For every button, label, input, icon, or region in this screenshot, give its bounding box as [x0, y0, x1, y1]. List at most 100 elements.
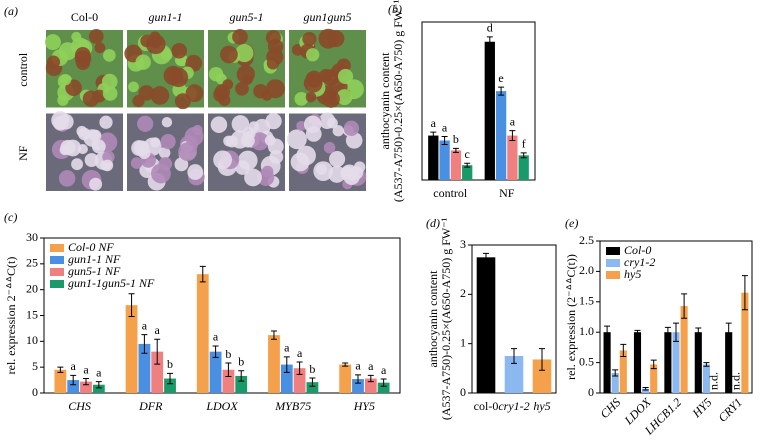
panel-label: (d) — [426, 216, 440, 230]
legend-swatch — [50, 268, 64, 276]
y-tick-label: 10 — [26, 333, 38, 347]
value-label: n.d. — [729, 372, 743, 390]
seedling — [77, 143, 88, 155]
seedling — [94, 42, 106, 54]
bar — [504, 356, 524, 393]
bar — [67, 380, 80, 393]
row-label: control — [16, 52, 30, 87]
seedling — [248, 121, 260, 132]
bar — [650, 364, 658, 393]
bar — [54, 369, 67, 393]
seedling — [266, 57, 279, 70]
error-bar — [354, 374, 361, 384]
seedling — [318, 112, 336, 129]
error-bar — [342, 362, 349, 367]
error-bar — [464, 162, 471, 168]
bar — [725, 332, 733, 393]
seedling — [60, 74, 72, 86]
bar — [151, 351, 164, 393]
bar — [476, 257, 496, 393]
x-tick-label: DFR — [138, 399, 163, 413]
bar — [209, 351, 222, 393]
seedling — [137, 115, 154, 132]
legend-label: Col-0 — [624, 243, 651, 257]
error-bar — [642, 387, 649, 391]
bar — [603, 332, 611, 393]
bar — [439, 140, 450, 180]
seedling — [235, 44, 254, 63]
bar — [702, 364, 710, 393]
seedling — [319, 68, 333, 83]
seedling — [178, 142, 198, 162]
seedling — [327, 30, 345, 48]
y-tick-label: 1.0 — [579, 324, 594, 338]
error-bar — [283, 356, 290, 373]
seedling — [78, 127, 91, 141]
significance-letter: a — [83, 362, 89, 376]
error-bar — [430, 131, 437, 140]
x-tick-label: control — [433, 186, 468, 200]
seedling — [58, 170, 76, 187]
seedling — [132, 94, 145, 108]
significance-letter: a — [142, 318, 148, 332]
seedling — [74, 50, 92, 67]
bar — [80, 381, 92, 393]
error-bar — [141, 334, 148, 354]
legend-swatch — [50, 256, 64, 264]
y-tick-label: 0 — [588, 385, 594, 399]
column-label: gun1gun5 — [304, 10, 352, 24]
error-bar — [154, 338, 161, 365]
seedling — [130, 157, 143, 169]
error-bar — [681, 293, 688, 319]
significance-letter: b — [238, 355, 244, 369]
bar — [377, 382, 390, 393]
y-tick-label: 0.5 — [579, 354, 594, 368]
bar — [484, 41, 495, 180]
legend-label: Col-0 NF — [68, 240, 114, 254]
x-tick-label: HY5 — [353, 399, 375, 413]
x-tick-label: NF — [499, 186, 515, 200]
x-tick-label: cry1-2 — [498, 399, 529, 413]
bar — [450, 150, 462, 180]
seedling — [135, 54, 151, 70]
bar — [532, 359, 552, 393]
seedling — [267, 38, 284, 55]
seedling — [269, 149, 284, 164]
bar — [672, 332, 680, 393]
error-bar — [212, 345, 219, 358]
y-tick-label: 1 — [460, 335, 466, 349]
seedling — [89, 177, 103, 191]
significance-letter: a — [96, 365, 102, 379]
seedling — [343, 120, 360, 137]
bar — [364, 378, 377, 393]
y-tick-label: 2 — [460, 286, 466, 300]
bar — [235, 375, 248, 393]
error-bar — [509, 130, 516, 141]
seedling — [134, 140, 150, 156]
seedling — [264, 134, 276, 146]
error-bar — [725, 322, 732, 342]
seedling — [336, 89, 353, 106]
seedling — [250, 132, 269, 151]
seedling — [150, 137, 161, 148]
error-bar — [604, 325, 611, 339]
bar — [92, 384, 105, 393]
y-tick-label: 5 — [32, 359, 38, 373]
seedling — [101, 73, 118, 90]
legend-swatch — [606, 247, 620, 255]
legend-label: hy5 — [624, 267, 641, 281]
seedling — [210, 116, 228, 133]
seedling — [71, 158, 84, 171]
bar — [125, 305, 138, 393]
y-tick-label: 1.5 — [579, 294, 594, 308]
seedling — [163, 65, 183, 86]
y-tick-label: 30 — [26, 230, 38, 244]
y-tick-label: 0 — [460, 385, 466, 399]
panel-label: (b) — [388, 2, 402, 16]
seedling — [345, 132, 363, 149]
error-bar — [309, 377, 316, 387]
seedling — [296, 145, 316, 166]
y-axis-label: anthocyanin content — [426, 270, 440, 368]
seedling — [231, 115, 250, 133]
seedling — [261, 165, 274, 178]
